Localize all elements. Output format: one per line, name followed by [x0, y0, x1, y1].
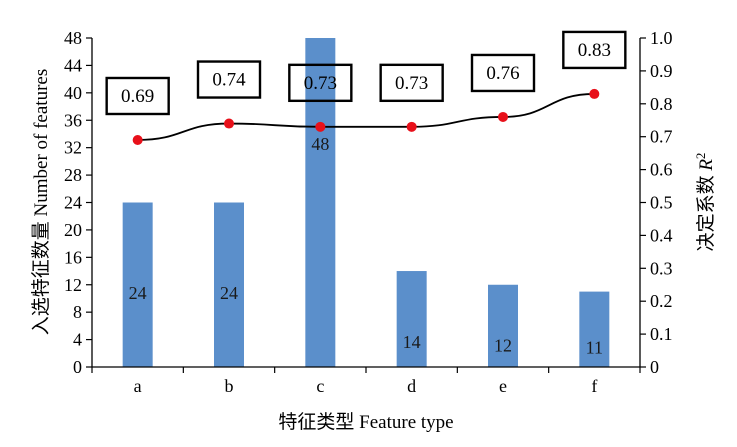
left-y-tick-label: 48 [64, 28, 82, 48]
line-layer [132, 88, 600, 145]
r2-value-label: 0.73 [395, 73, 428, 94]
bar-value-label: 14 [403, 332, 421, 352]
r2-value-label: 0.83 [578, 40, 611, 61]
x-tick-label: f [591, 376, 597, 396]
left-y-tick-label: 16 [64, 247, 82, 267]
x-tick-label: b [225, 376, 234, 396]
right-y-axis-title-var: R [696, 159, 717, 172]
right-y-tick-label: 0.9 [650, 61, 673, 81]
right-y-tick-label: 0.3 [650, 258, 673, 278]
left-y-tick-label: 20 [64, 220, 82, 240]
bar-b [214, 202, 244, 367]
r2-label-box [562, 30, 627, 70]
right-y-tick-label: 0.7 [650, 127, 673, 147]
right-y-tick-label: 0.8 [650, 94, 673, 114]
left-y-tick-label: 28 [64, 165, 82, 185]
r2-series-line [137, 93, 595, 141]
x-axis-title: 特征类型 Feature type [278, 411, 453, 433]
left-y-tick-label: 24 [64, 193, 82, 213]
bar-c [305, 38, 336, 367]
r2-value-label: 0.73 [304, 73, 337, 94]
right-y-tick-label: 0.1 [650, 324, 673, 344]
r2-point-f [589, 88, 600, 99]
right-y-tick-label: 0 [650, 357, 659, 377]
left-y-tick-label: 36 [64, 110, 82, 130]
bar-value-label: 24 [220, 283, 238, 303]
r2-point-e [498, 111, 508, 122]
left-y-tick-label: 8 [73, 302, 82, 322]
bar-e [488, 284, 518, 367]
labels-layer: 24 24 48 14 12 11 0.69 0.74 0.73 0.73 0.76 0.83 [105, 30, 627, 357]
bar-a [122, 202, 153, 367]
left-y-tick-label: 12 [64, 275, 82, 295]
right-y-axis-title: 决定系数 R2 [693, 153, 717, 252]
left-y-tick-label: 4 [73, 330, 82, 350]
r2-point-a [132, 134, 143, 145]
r2-value-label: 0.69 [121, 86, 154, 107]
r2-label-box [379, 63, 444, 103]
right-y-tick-label: 0.4 [650, 225, 673, 245]
left-y-tick-label: 40 [64, 83, 82, 103]
r2-label-box [196, 60, 262, 99]
x-tick-label: d [407, 376, 416, 396]
r2-point-d [406, 121, 417, 132]
right-y-axis-title-text: 决定系数 [695, 171, 717, 252]
left-y-tick-label: 0 [73, 357, 82, 377]
right-y-tick-label: 1.0 [650, 28, 673, 48]
r2-point-c [315, 121, 326, 132]
bar-value-label: 24 [129, 283, 147, 303]
r2-value-label: 0.74 [212, 70, 246, 91]
bars-layer [122, 38, 610, 367]
x-tick-label: e [499, 376, 507, 396]
left-y-tick-label: 44 [64, 55, 82, 75]
right-y-tick-label: 0.2 [650, 291, 673, 311]
right-y-axis-title-sup: 2 [693, 153, 708, 160]
r2-point-b [224, 118, 234, 129]
r2-label-box [288, 63, 353, 103]
bar-value-label: 12 [494, 336, 512, 356]
x-tick-label: c [316, 376, 324, 396]
bar-f [579, 291, 610, 367]
r2-label-box [105, 76, 170, 116]
left-y-tick-label: 32 [64, 138, 82, 158]
right-y-tick-label: 0.5 [650, 193, 673, 213]
x-tick-label: a [134, 376, 142, 396]
axes-layer: 0481216202428323640444800.10.20.30.40.50… [64, 28, 673, 396]
bar-d [396, 271, 427, 367]
r2-label-box [470, 53, 536, 93]
bar-value-label: 48 [311, 134, 329, 154]
left-y-axis-title: 入选特征数量 Number of features [30, 69, 52, 335]
right-y-tick-label: 0.6 [650, 160, 673, 180]
bar-value-label: 11 [586, 337, 603, 357]
r2-value-label: 0.76 [486, 63, 519, 84]
